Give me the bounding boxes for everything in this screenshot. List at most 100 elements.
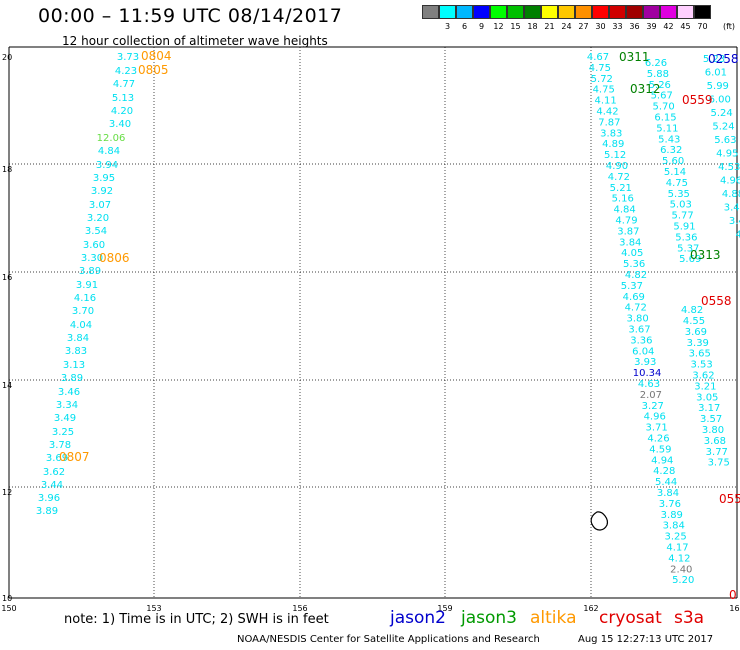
legend-swatch <box>660 5 677 19</box>
legend-label: 24 <box>561 22 572 31</box>
wave-height-value: 3.25 <box>664 532 686 543</box>
map-subtitle: 12 hour collection of altimeter wave hei… <box>62 34 328 48</box>
wave-height-value: 3.62 <box>43 467 65 478</box>
wave-height-value: 5.03 <box>670 200 692 211</box>
wave-height-value: 3.87 <box>617 226 639 237</box>
wave-height-value: 4.05 <box>621 248 643 259</box>
wave-height-value: 4.42 <box>596 107 618 118</box>
wave-height-value: 5.37 <box>621 281 643 292</box>
wave-height-value: 5.43 <box>658 134 680 145</box>
wave-height-value: 3.62 <box>692 371 714 382</box>
axis-ticks: 150 153 156 159 162 165 20 18 16 14 12 10 <box>1 53 740 613</box>
legend-label: 12 <box>493 22 504 31</box>
wave-height-value: 2.40 <box>670 564 692 575</box>
x-tick-label: 153 <box>146 604 161 613</box>
wave-height-value: 4.96 <box>644 412 666 423</box>
wave-height-value: 4.63 <box>638 379 660 390</box>
wave-height-value: 3.84 <box>663 521 685 532</box>
wave-height-value: 4.67 <box>587 52 609 63</box>
wave-height-value: 3.89 <box>36 506 58 517</box>
wave-height-value: 4.53 <box>718 162 740 173</box>
legend-swatch <box>677 5 694 19</box>
wave-height-value: 5.35 <box>668 189 690 200</box>
wave-height-value: 3.89 <box>79 266 101 277</box>
wave-height-value: 3.84 <box>67 333 89 344</box>
pass-time-label: 0559 <box>682 93 713 107</box>
legend-label: 3 <box>444 22 451 31</box>
wave-height-value: 5.88 <box>647 69 669 80</box>
legend-label: 36 <box>629 22 640 31</box>
wave-height-value: 3.83 <box>600 128 622 139</box>
legend-swatch <box>694 5 711 19</box>
credit-text: NOAA/NESDIS Center for Satellite Applica… <box>237 634 540 645</box>
x-tick-label: 165 <box>729 604 740 613</box>
legend-swatch <box>490 5 507 19</box>
wave-height-value: 4.20 <box>111 106 133 117</box>
map-title: 00:00 – 11:59 UTC 08/14/2017 <box>38 5 343 27</box>
pass-time-label: 0558 <box>701 294 732 308</box>
legend-swatch <box>558 5 575 19</box>
wave-height-value: 4.04 <box>70 320 92 331</box>
wave-height-value: 5.70 <box>652 102 674 113</box>
y-tick-label: 14 <box>2 381 12 390</box>
legend-label: 45 <box>680 22 691 31</box>
wave-height-value: 7.87 <box>598 117 620 128</box>
wave-height-value: 3.96 <box>38 493 60 504</box>
legend-swatch <box>439 5 456 19</box>
wave-height-value: 5.63 <box>714 135 736 146</box>
wave-height-value: 3.40 <box>109 119 131 130</box>
y-tick-label: 10 <box>2 594 12 603</box>
wave-height-value: 3.17 <box>698 403 720 414</box>
wave-height-value: 5.99 <box>707 81 729 92</box>
wave-height-value: 3.46 <box>58 387 80 398</box>
x-tick-label: 150 <box>1 604 16 613</box>
wave-height-value: 4.96 <box>720 176 740 187</box>
wave-height-value: 4.75 <box>589 63 611 74</box>
wave-height-value: 3.75 <box>708 458 730 469</box>
legend-swatch <box>524 5 541 19</box>
wave-height-value: 3.68 <box>704 436 726 447</box>
wave-height-value: 3.65 <box>689 349 711 360</box>
wave-height-value: 3.05 <box>696 392 718 403</box>
wave-height-value: 3.95 <box>93 173 115 184</box>
legend-swatch <box>541 5 558 19</box>
wave-height-value: 3.20 <box>87 213 109 224</box>
color-legend-labels: 3 6 9 12 15 18 21 24 27 30 33 36 39 42 45 70 <box>422 22 711 31</box>
wave-height-value: 3.25 <box>52 427 74 438</box>
wave-height-value: 3.77 <box>706 447 728 458</box>
wave-height-value: 3.92 <box>91 186 113 197</box>
wave-height-value: 3.83 <box>65 346 87 357</box>
wave-height-value: 3.70 <box>72 306 94 317</box>
legend-jason2: jason2 <box>390 608 446 628</box>
legend-swatch <box>456 5 473 19</box>
wave-height-value: 4.72 <box>625 303 647 314</box>
wave-height-value: 6.26 <box>645 58 667 69</box>
wave-height-value: 4.82 <box>681 305 703 316</box>
legend-swatch <box>575 5 592 19</box>
wave-height-value: 3.49 <box>54 413 76 424</box>
legend-label: 18 <box>527 22 538 31</box>
legend-label: 42 <box>663 22 674 31</box>
legend-swatch <box>422 5 439 19</box>
legend-swatch <box>609 5 626 19</box>
wave-height-value: 4.79 <box>615 216 637 227</box>
legend-label: 30 <box>595 22 606 31</box>
wave-height-value: 3.67 <box>628 325 650 336</box>
legend-swatch <box>473 5 490 19</box>
legend-cryosat: cryosat <box>599 608 662 628</box>
wave-height-value: 5.20 <box>672 575 694 586</box>
wave-height-value: 3.93 <box>634 357 656 368</box>
pass-time-label: 0 <box>729 588 737 602</box>
wave-height-value: 4.12 <box>668 553 690 564</box>
pass-time-label: 0804 <box>141 49 172 63</box>
wave-height-value: 3.94 <box>96 160 118 171</box>
wave-height-value: 3.73 <box>117 52 139 63</box>
wave-height-value: 4.17 <box>666 543 688 554</box>
wave-height-value: 3.21 <box>694 381 716 392</box>
wave-height-value: 3.36 <box>630 335 652 346</box>
legend-label: 6 <box>461 22 468 31</box>
wave-height-value: 5.91 <box>673 222 695 233</box>
wave-height-value: 6.04 <box>632 346 654 357</box>
wave-height-value: 4.69 <box>623 292 645 303</box>
